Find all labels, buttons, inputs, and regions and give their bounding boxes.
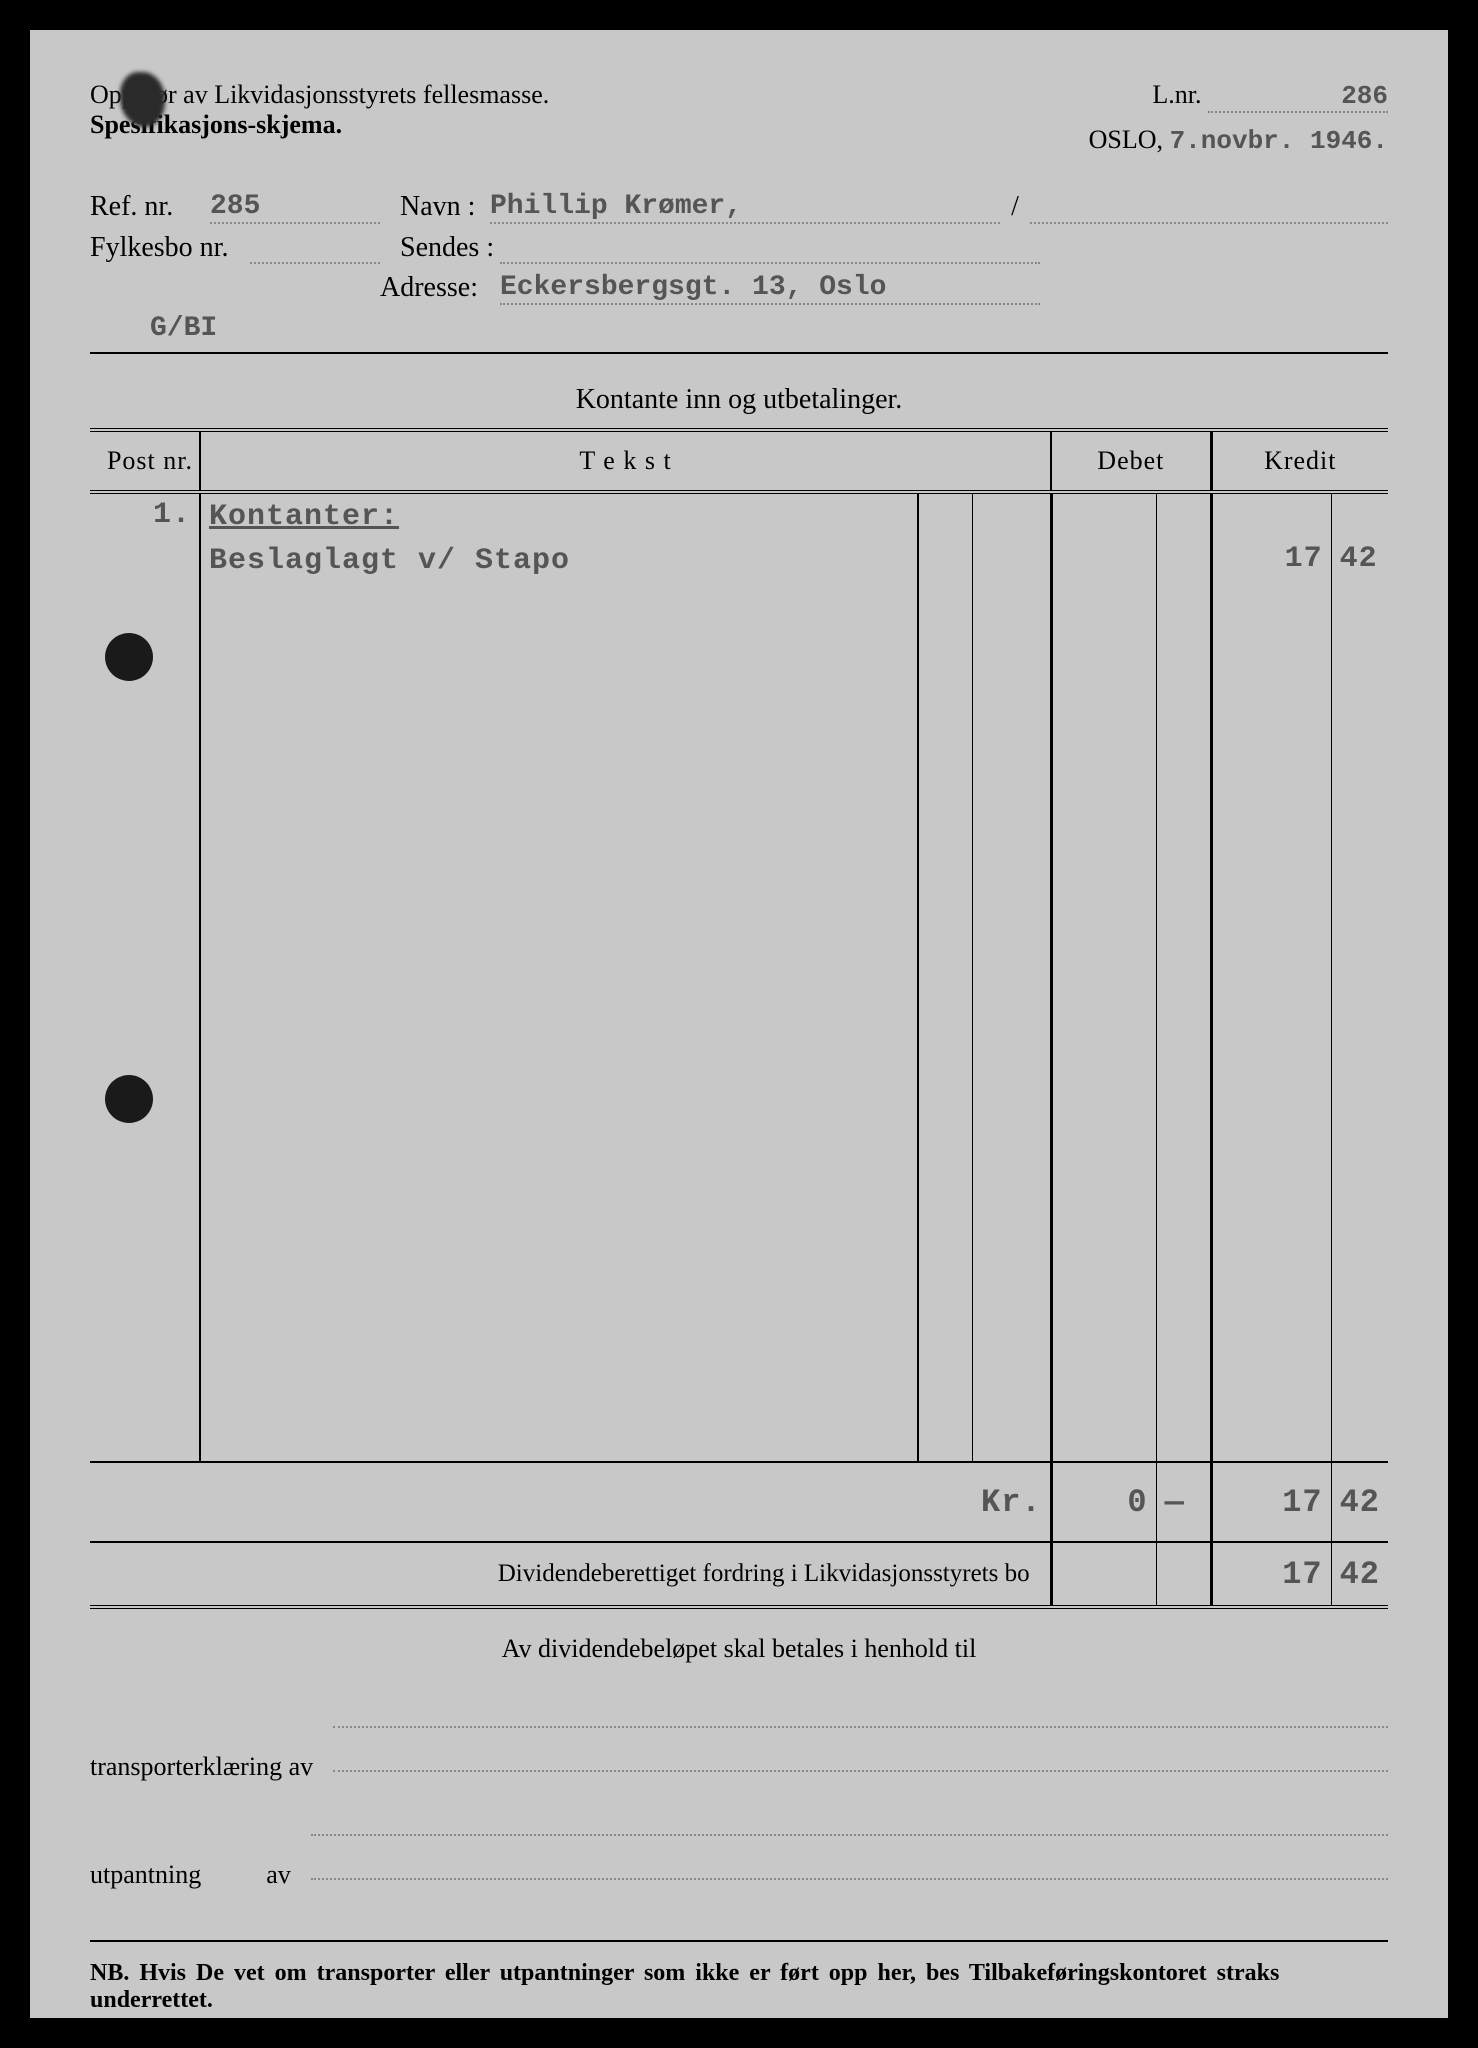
col-header-kredit: Kredit — [1211, 430, 1388, 492]
code-value: G/BI — [90, 313, 217, 344]
table-header-row: Post nr. T e k s t Debet Kredit — [90, 430, 1388, 492]
sum-debet-b: — — [1156, 1462, 1211, 1542]
footer-utpantning-row: utpantning av — [90, 1802, 1388, 1890]
date-value: 7.novbr. 1946. — [1170, 126, 1388, 156]
adresse-value: Eckersbergsgt. 13, Oslo — [500, 272, 1040, 305]
divider-line — [90, 352, 1388, 354]
navn-value-2 — [1030, 191, 1388, 224]
utpantning-lines — [311, 1802, 1388, 1890]
dividend-kredit-b: 42 — [1331, 1542, 1388, 1607]
fylkesbo-label: Fylkesbo nr. — [90, 232, 250, 264]
slash-divider: / — [1000, 191, 1030, 224]
table-row: Beslaglagt v/ Stapo 17 42 — [90, 538, 1388, 582]
footer-transport-row: transporterklæring av — [90, 1694, 1388, 1782]
info-row-ref-navn: Ref. nr. 285 Navn : Phillip Krømer, / — [90, 191, 1388, 224]
place-label: OSLO, — [1089, 125, 1163, 154]
header-right: L.nr. 286 OSLO, 7.novbr. 1946. — [1089, 80, 1388, 156]
cell-text: Beslaglagt v/ Stapo — [209, 544, 570, 578]
cell-debet-b — [1156, 538, 1211, 582]
col-header-post: Post nr. — [90, 430, 200, 492]
transport-label: transporterklæring av — [90, 1752, 313, 1782]
navn-value: Phillip Krømer, — [490, 191, 1000, 224]
punch-hole-icon — [105, 1075, 153, 1123]
transport-lines — [333, 1694, 1388, 1782]
nb-notice: NB. Hvis De vet om transporter eller utp… — [90, 1940, 1388, 2014]
cell-kredit-b: 42 — [1331, 538, 1388, 582]
footer: Av dividendebeløpet skal betales i henho… — [90, 1634, 1388, 2014]
table-row — [90, 582, 1388, 1462]
adresse-label: Adresse: — [380, 272, 500, 305]
place-date-row: OSLO, 7.novbr. 1946. — [1089, 125, 1388, 156]
sum-row: Kr. 0 — 17 42 — [90, 1462, 1388, 1542]
cell-text: Kontanter: — [209, 500, 399, 534]
cell-debet-a — [1051, 538, 1156, 582]
ledger-table: Post nr. T e k s t Debet Kredit 1. Konta… — [90, 428, 1388, 1609]
sum-kredit-a: 17 — [1211, 1462, 1331, 1542]
header: Oppgjør av Likvidasjonsstyrets fellesmas… — [90, 80, 1388, 156]
ref-label: Ref. nr. — [90, 191, 210, 224]
sum-debet-a: 0 — [1051, 1462, 1156, 1542]
document-page: Oppgjør av Likvidasjonsstyrets fellesmas… — [30, 30, 1448, 2018]
info-row-code: G/BI — [90, 313, 1388, 344]
cell-kredit-a: 17 — [1211, 538, 1331, 582]
footer-center-text: Av dividendebeløpet skal betales i henho… — [90, 1634, 1388, 1664]
lnr-row: L.nr. 286 — [1089, 80, 1388, 113]
col-header-tekst: T e k s t — [200, 430, 1051, 492]
lnr-value: 286 — [1208, 81, 1388, 113]
sum-label: Kr. — [973, 1462, 1051, 1542]
sum-kredit-b: 42 — [1331, 1462, 1388, 1542]
cell-post — [90, 538, 200, 582]
navn-label: Navn : — [380, 191, 490, 224]
cell-kredit-b — [1331, 492, 1388, 538]
sendes-value — [500, 232, 1040, 264]
cell-post: 1. — [90, 492, 200, 538]
cell-debet-a — [1051, 492, 1156, 538]
table-row: 1. Kontanter: — [90, 492, 1388, 538]
dividend-row: Dividendeberettiget fordring i Likvidasj… — [90, 1542, 1388, 1607]
info-row-adresse: Adresse: Eckersbergsgt. 13, Oslo — [90, 272, 1388, 305]
table-body: 1. Kontanter: Beslaglagt v/ Stapo 17 42 — [90, 492, 1388, 1462]
info-row-fylkesbo-sendes: Fylkesbo nr. Sendes : — [90, 232, 1388, 264]
section-title: Kontante inn og utbetalinger. — [90, 384, 1388, 416]
punch-hole-icon — [105, 633, 153, 681]
info-block: Ref. nr. 285 Navn : Phillip Krømer, / Fy… — [90, 191, 1388, 344]
cell-debet-b — [1156, 492, 1211, 538]
dividend-label: Dividendeberettiget fordring i Likvidasj… — [200, 1542, 1051, 1607]
utpantning-label: utpantning av — [90, 1860, 291, 1890]
fylkesbo-value — [250, 232, 380, 264]
dividend-kredit-a: 17 — [1211, 1542, 1331, 1607]
ref-value: 285 — [210, 191, 380, 224]
cell-kredit-a — [1211, 492, 1331, 538]
lnr-label: L.nr. — [1152, 80, 1201, 109]
sendes-label: Sendes : — [380, 232, 500, 264]
col-header-debet: Debet — [1051, 430, 1211, 492]
